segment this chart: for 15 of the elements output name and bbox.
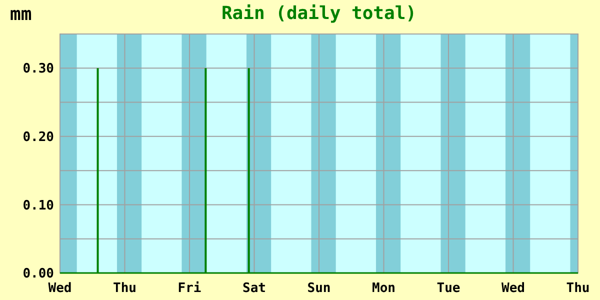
- y-tick-label: 0.10: [22, 198, 54, 214]
- y-axis-title: mm: [10, 4, 32, 25]
- chart-title: Rain (daily total): [221, 3, 417, 24]
- x-tick-label: Sat: [242, 281, 266, 296]
- x-tick-label: Mon: [372, 281, 396, 296]
- x-tick-label: Fri: [178, 281, 202, 296]
- x-tick-label: Thu: [113, 281, 136, 296]
- x-tick-label: Sun: [307, 281, 331, 296]
- y-tick-label: 0.00: [22, 266, 54, 282]
- x-tick-label: Thu: [566, 281, 590, 296]
- y-tick-label: 0.30: [22, 62, 54, 77]
- y-tick-label: 0.20: [22, 130, 54, 145]
- x-tick-label: Wed: [502, 281, 525, 296]
- x-tick-label: Tue: [436, 281, 460, 296]
- x-tick-label: Wed: [48, 281, 72, 296]
